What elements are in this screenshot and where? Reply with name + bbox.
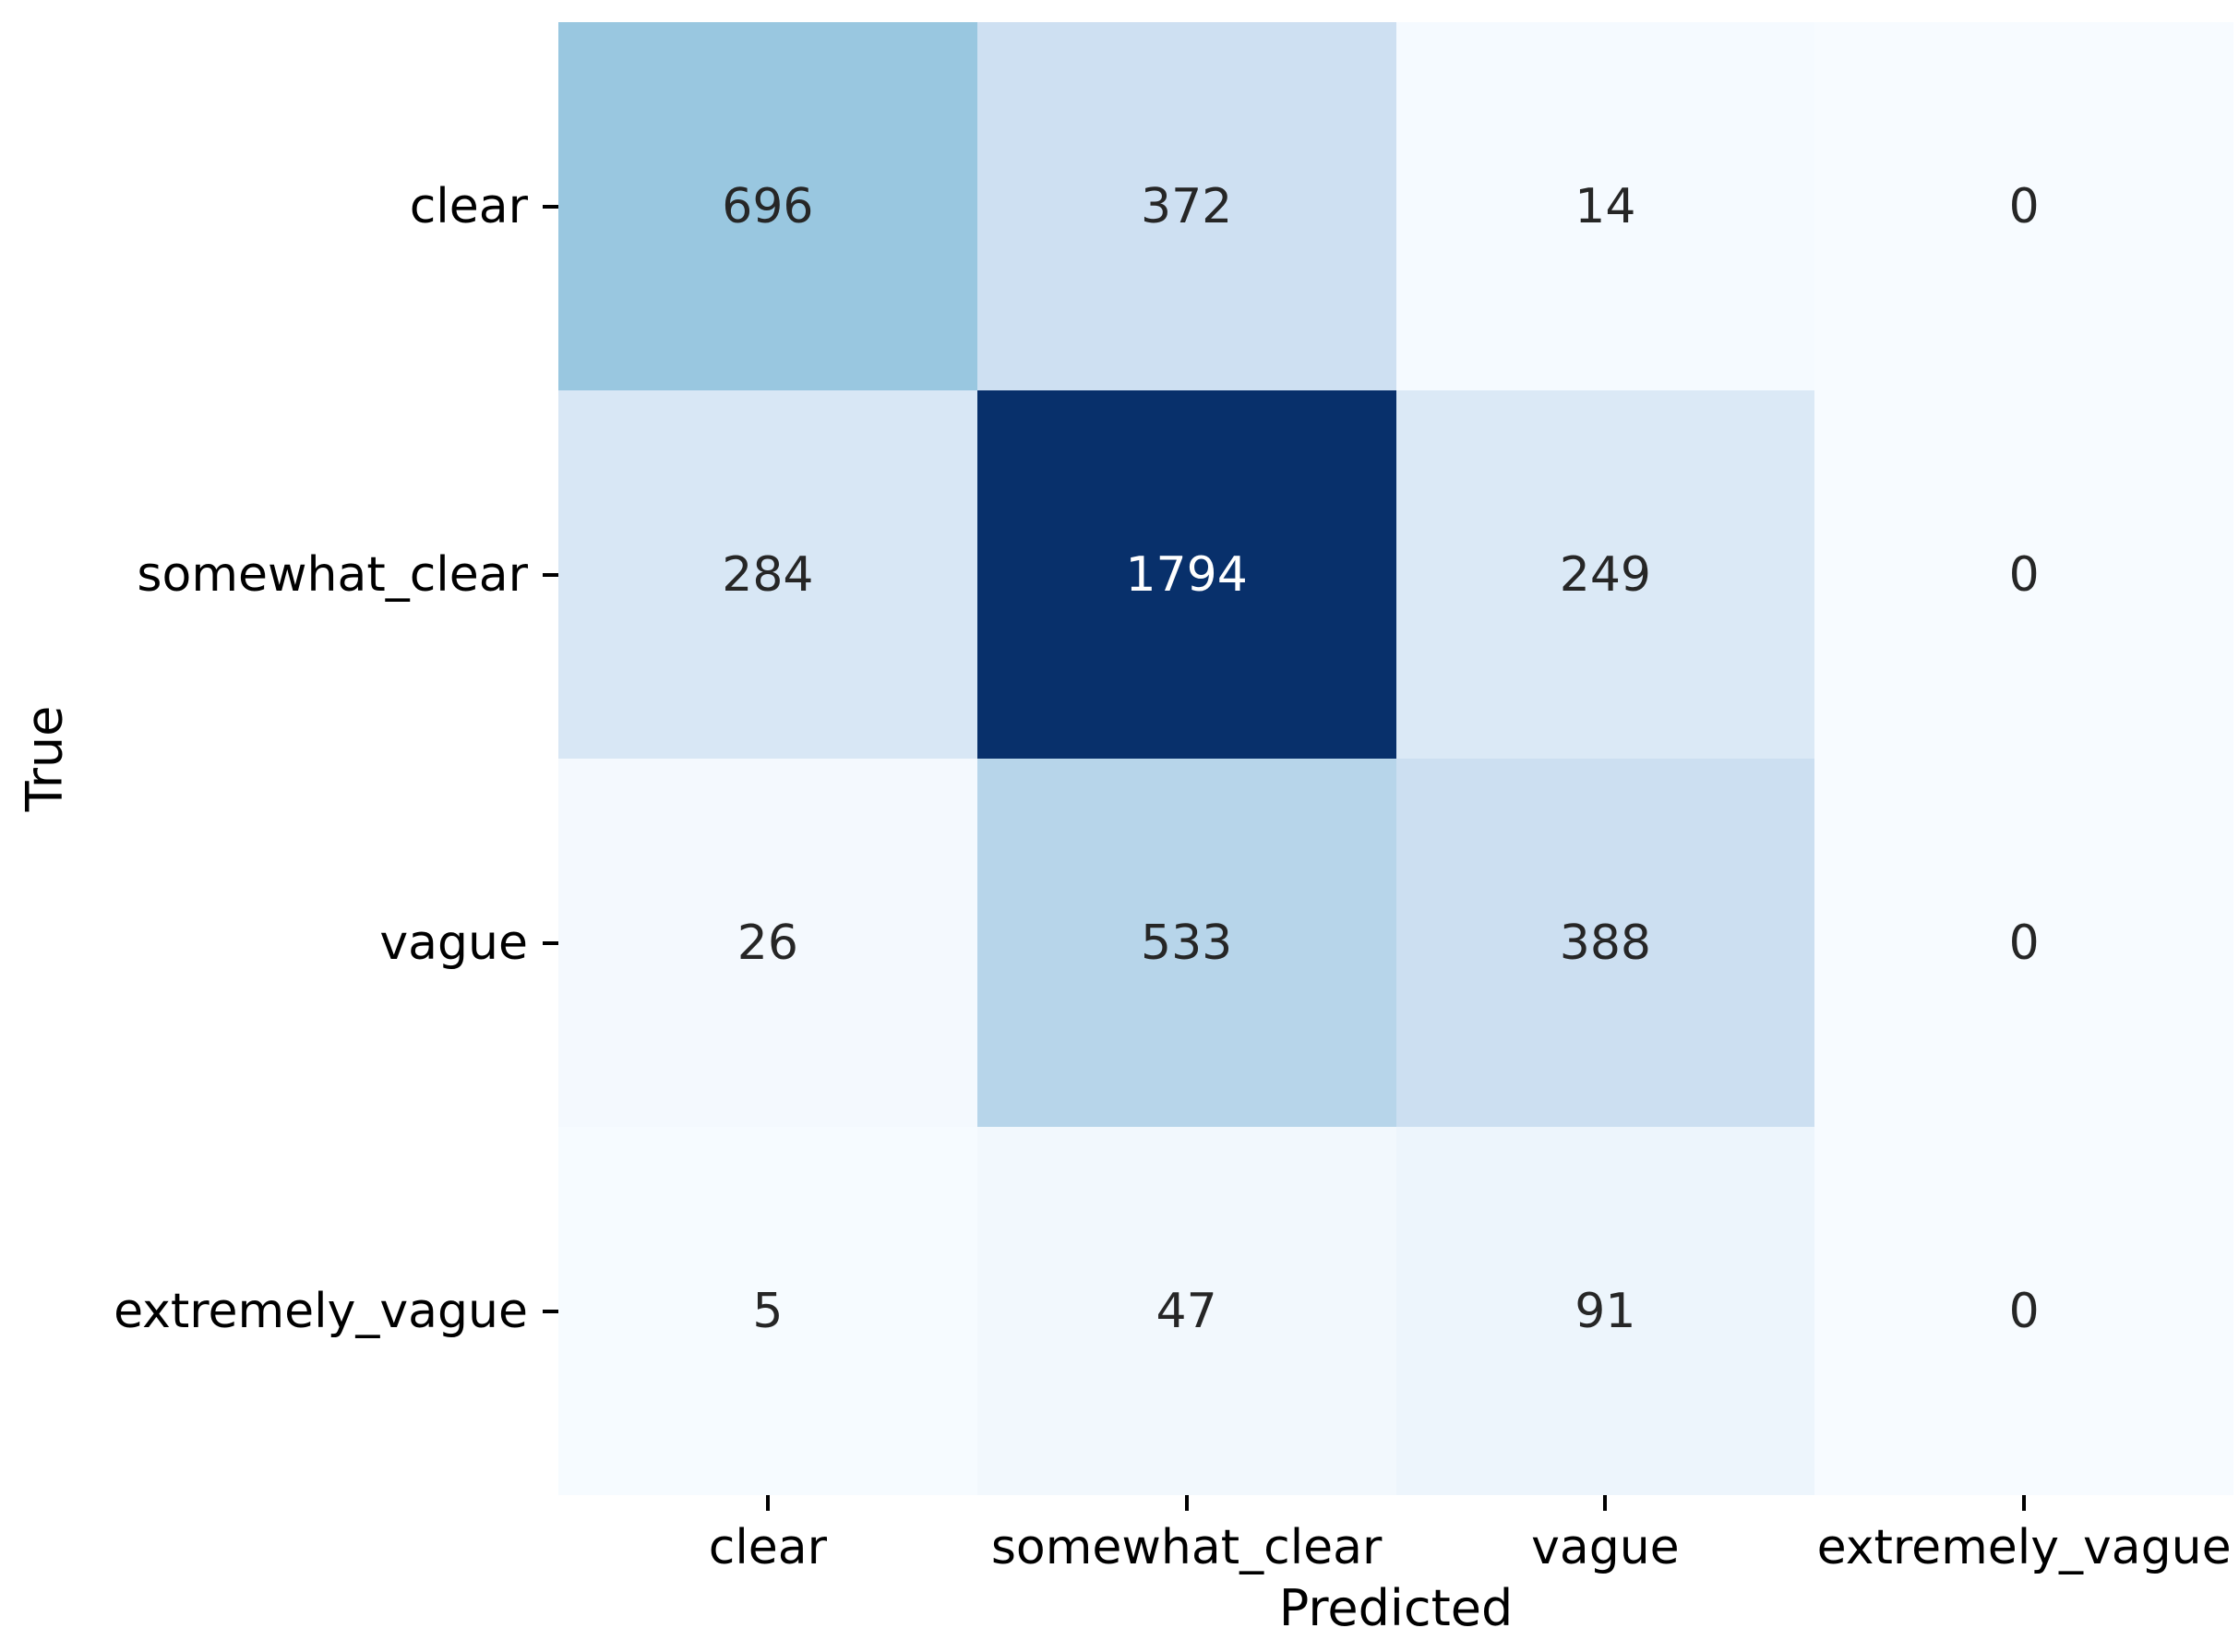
y-tick-mark bbox=[543, 204, 558, 209]
y-tick-mark bbox=[543, 572, 558, 577]
heatmap-cell: 0 bbox=[1814, 390, 2233, 759]
cell-value: 249 bbox=[1559, 546, 1651, 603]
y-tick-row: somewhat_clear bbox=[0, 390, 558, 759]
heatmap-cell: 249 bbox=[1395, 390, 1815, 759]
cell-value: 284 bbox=[722, 546, 814, 603]
heatmap-cell: 26 bbox=[558, 759, 977, 1127]
cell-value: 388 bbox=[1559, 915, 1651, 971]
x-tick-mark bbox=[765, 1495, 770, 1511]
x-tick-col: somewhat_clear bbox=[977, 1495, 1396, 1572]
heatmap-cell: 1794 bbox=[976, 390, 1396, 759]
y-tick-row: extremely_vague bbox=[0, 1127, 558, 1495]
x-tick-col: vague bbox=[1396, 1495, 1815, 1572]
heatmap-cell: 372 bbox=[976, 22, 1396, 390]
x-tick-label: somewhat_clear bbox=[990, 1520, 1383, 1575]
cell-value: 0 bbox=[2008, 546, 2040, 603]
cell-value: 533 bbox=[1140, 915, 1233, 971]
x-tick-col: clear bbox=[558, 1495, 977, 1572]
x-tick-mark bbox=[1184, 1495, 1189, 1511]
heatmap-cell: 14 bbox=[1395, 22, 1815, 390]
y-tick-mark bbox=[543, 1309, 558, 1313]
heatmap-cell: 0 bbox=[1814, 1127, 2233, 1495]
cell-value: 5 bbox=[752, 1283, 784, 1339]
y-tick-label: extremely_vague bbox=[114, 1283, 528, 1339]
heatmap-cell: 696 bbox=[558, 22, 977, 390]
heatmap-cell: 91 bbox=[1395, 1127, 1815, 1495]
x-tick-label: extremely_vague bbox=[1816, 1520, 2232, 1575]
heatmap-cell: 388 bbox=[1395, 759, 1815, 1127]
cell-value: 14 bbox=[1574, 178, 1636, 234]
cell-value: 26 bbox=[736, 915, 798, 971]
x-axis-title: Predicted bbox=[1278, 1579, 1514, 1637]
x-tick-labels: clear somewhat_clear vague extremely_vague bbox=[558, 1495, 2233, 1572]
y-tick-mark bbox=[543, 940, 558, 945]
y-tick-row: clear bbox=[0, 22, 558, 390]
cell-value: 47 bbox=[1155, 1283, 1217, 1339]
cell-value: 0 bbox=[2008, 915, 2040, 971]
heatmap-grid: 696 372 14 0 284 1794 249 0 26 533 388 0 5 47 91 0 bbox=[558, 22, 2233, 1495]
cell-value: 696 bbox=[722, 178, 814, 234]
cell-value: 372 bbox=[1140, 178, 1233, 234]
x-tick-col: extremely_vague bbox=[1814, 1495, 2233, 1572]
heatmap-cell: 47 bbox=[976, 1127, 1396, 1495]
heatmap-cell: 5 bbox=[558, 1127, 977, 1495]
cell-value: 0 bbox=[2008, 178, 2040, 234]
cell-value: 0 bbox=[2008, 1283, 2040, 1339]
heatmap-cell: 284 bbox=[558, 390, 977, 759]
x-tick-mark bbox=[2022, 1495, 2027, 1511]
x-tick-mark bbox=[1603, 1495, 1608, 1511]
x-tick-label: vague bbox=[1531, 1520, 1680, 1575]
x-tick-label: clear bbox=[708, 1520, 828, 1575]
heatmap-cell: 0 bbox=[1814, 22, 2233, 390]
y-tick-row: vague bbox=[0, 759, 558, 1127]
y-tick-label: vague bbox=[379, 915, 528, 971]
heatmap-cell: 0 bbox=[1814, 759, 2233, 1127]
heatmap-cell: 533 bbox=[976, 759, 1396, 1127]
cell-value: 91 bbox=[1574, 1283, 1636, 1339]
y-tick-label: somewhat_clear bbox=[137, 546, 528, 603]
y-tick-label: clear bbox=[409, 178, 528, 234]
cell-value: 1794 bbox=[1125, 546, 1248, 603]
